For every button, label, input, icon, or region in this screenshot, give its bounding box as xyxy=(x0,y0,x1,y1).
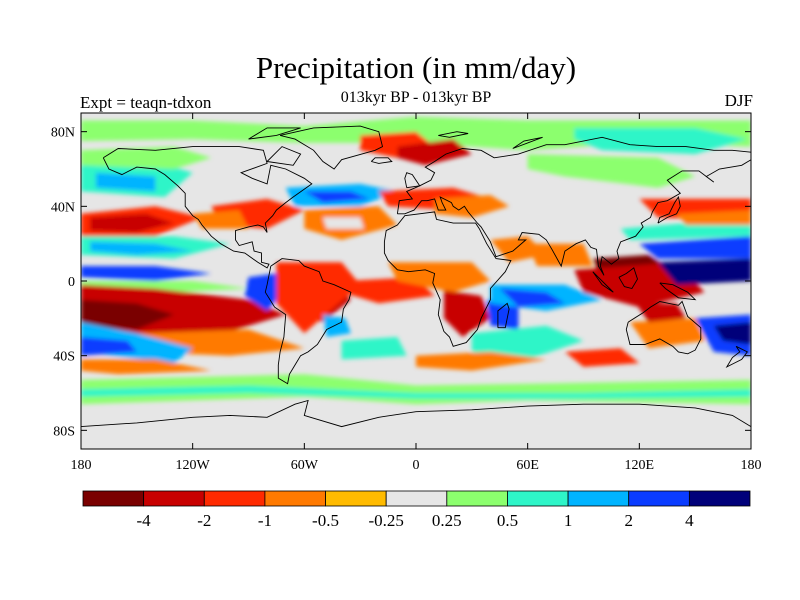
precip-patch-australia-orange xyxy=(630,318,705,349)
precip-patch-trop-pacific-blue xyxy=(81,266,212,281)
precip-patch-far-south-pacific-orange xyxy=(81,359,212,375)
coast-greenland xyxy=(279,125,384,170)
lon-tick-label: 180 xyxy=(741,458,762,473)
colorbar-swatch xyxy=(628,490,690,507)
coast-antarctica xyxy=(81,399,751,428)
coast-eurasia xyxy=(396,136,751,276)
precip-patch-north-pacific-storm-core xyxy=(90,213,175,233)
colorbar-label: 0.5 xyxy=(497,511,518,530)
precip-patch-mediterranean-orange xyxy=(434,195,510,218)
precip-patch-south-america-cyan xyxy=(322,314,351,337)
precip-patch-southern-ocean-red xyxy=(564,348,640,367)
precip-patch-north-america-orange xyxy=(192,210,249,229)
colorbar-swatch xyxy=(446,490,508,507)
colorbar-label: 4 xyxy=(685,511,694,530)
lat-tick-label: 40S xyxy=(53,350,75,365)
precip-patch-siberia-cyan xyxy=(574,127,748,155)
coast-sumatra xyxy=(592,271,614,293)
precip-patch-indian-ocean-cyan xyxy=(471,325,584,360)
colorbar-label: -0.5 xyxy=(312,511,339,530)
coast-baffin xyxy=(266,146,302,166)
colorbar-swatch xyxy=(82,490,145,507)
coast-iceland xyxy=(370,157,393,164)
coast-britain xyxy=(404,172,421,189)
precip-patch-south-pacific-red xyxy=(81,284,286,349)
lon-tick-label: 0 xyxy=(413,458,420,473)
lat-tick-label: 80N xyxy=(51,126,75,141)
coast-new-guinea xyxy=(659,282,697,301)
coast-japan xyxy=(657,195,681,224)
precip-patch-scandinavia-red xyxy=(397,139,472,166)
precip-patch-south-pacific-navy xyxy=(81,337,137,356)
lat-tick-label: 0 xyxy=(68,275,75,290)
precip-patch-north-pacific-jet-core xyxy=(90,241,193,255)
colorbar-swatch xyxy=(507,490,569,507)
season-label: DJF xyxy=(724,91,753,110)
precip-patch-southern-ocean-orange xyxy=(416,351,547,371)
experiment-label: Expt = teaqn-tdxon xyxy=(80,93,212,112)
colorbar-label: -4 xyxy=(137,511,152,530)
precip-patch-south-pacific-darkred xyxy=(81,299,175,330)
precip-patch-alaska-green xyxy=(81,146,212,169)
coast-svalbard xyxy=(438,131,469,138)
colorbar-swatch xyxy=(325,490,387,507)
precip-patch-polar-band-south-inner xyxy=(81,385,751,399)
precip-patch-equatorial-atlantic-red xyxy=(341,277,435,304)
colorbar: -4 -2 -1 -0.5 -0.25 0.25 0.5 1 2 4 xyxy=(82,490,751,530)
precip-patch-west-pacific-navy xyxy=(657,258,751,285)
coast-australia xyxy=(625,300,702,355)
colorbar-label: -0.25 xyxy=(368,511,403,530)
colorbar-label: 1 xyxy=(564,511,573,530)
lon-tick-label: 60W xyxy=(291,458,319,473)
lon-tick-label: 120E xyxy=(625,458,655,473)
map-title: Precipitation (in mm/day) xyxy=(255,50,577,85)
lat-tick-label: 40N xyxy=(51,200,75,215)
coast-madagascar xyxy=(497,302,510,329)
lon-tick-label: 120W xyxy=(176,458,211,473)
precip-patch-arabia-orange xyxy=(490,236,547,263)
colorbar-swatch xyxy=(385,490,448,507)
colorbar-label: -1 xyxy=(258,511,272,530)
precip-patch-north-pacific-blue xyxy=(95,172,156,192)
colorbar-label: 2 xyxy=(624,511,633,530)
precip-patch-madagascar-navy xyxy=(486,299,519,330)
coast-north-america xyxy=(102,146,313,269)
precip-patch-north-atlantic-navy xyxy=(304,191,370,203)
precip-patch-north-indian-orange xyxy=(527,243,593,267)
precip-patch-africa-orange xyxy=(388,262,491,293)
precip-patch-amazon-red xyxy=(276,262,361,334)
precip-patch-south-atlantic-blue xyxy=(341,337,407,360)
precip-patch-south-west-pacific-navy xyxy=(713,322,751,345)
coast-africa xyxy=(383,211,512,347)
map-subtitle: 013kyr BP - 013kyr BP xyxy=(340,89,492,106)
coast-novaya-zemlya xyxy=(512,136,543,149)
coast-ellesmere xyxy=(248,127,301,140)
precip-patch-north-pacific-west-orange xyxy=(676,210,751,225)
lon-tick-label: 60E xyxy=(516,458,539,473)
colorbar-swatch xyxy=(203,490,266,507)
colorbar-label: 0.25 xyxy=(432,511,462,530)
coast-south-america xyxy=(264,258,352,385)
colorbar-swatch xyxy=(688,490,751,507)
precip-patch-australia-red xyxy=(635,303,686,323)
colorbar-swatch xyxy=(264,490,326,507)
precip-patch-north-asia-green xyxy=(527,154,696,188)
lat-tick-label: 80S xyxy=(53,424,75,439)
colorbar-swatch xyxy=(567,490,630,507)
colorbar-swatch xyxy=(143,490,205,507)
precip-patch-atlantic-ring-center xyxy=(322,217,364,229)
colorbar-label: -2 xyxy=(197,511,211,530)
lon-tick-label: 180 xyxy=(71,458,92,473)
precip-patch-west-pacific-blue xyxy=(639,236,751,259)
precip-patch-indian-ocean-navy xyxy=(499,288,565,308)
map-field xyxy=(81,113,751,449)
coast-new-zealand xyxy=(725,345,748,369)
coast-borneo xyxy=(618,267,638,290)
